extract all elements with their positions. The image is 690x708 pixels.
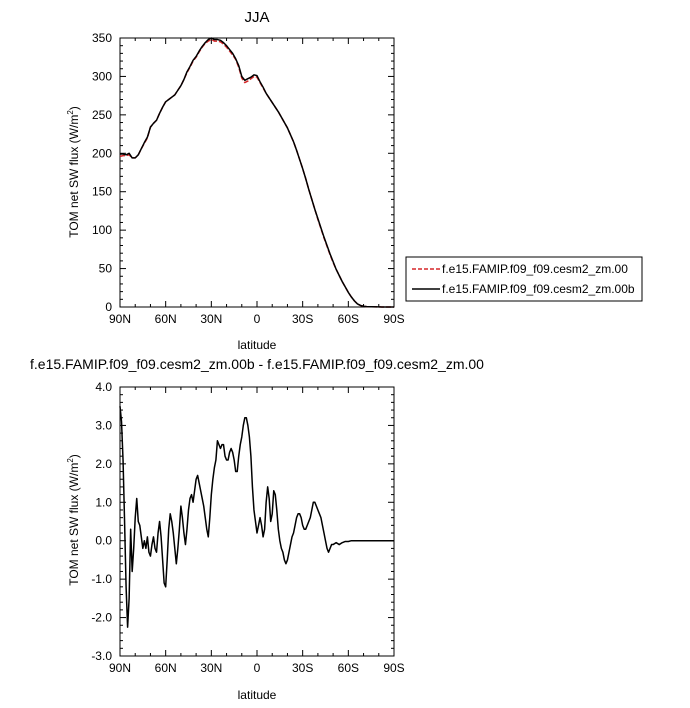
top-x-tick-label: 60S	[338, 312, 359, 326]
bottom-series-line-0	[119, 406, 394, 628]
bottom-y-axis-label-sup: 2	[66, 458, 75, 463]
top-y-tick-label: 150	[92, 185, 112, 199]
bottom-y-tick-label: 0.0	[95, 534, 112, 548]
bottom-chart-title: f.e15.FAMIP.f09_f09.cesm2_zm.00b - f.e15…	[30, 356, 484, 372]
top-x-tick-label: 30N	[200, 312, 222, 326]
bottom-frame	[119, 386, 395, 657]
top-panel: JJA 90N 60N 30N 0 30S 60S 90S 0 50 100 150 200 250 30…	[66, 9, 643, 352]
bottom-x-tick-label: 60N	[155, 661, 177, 675]
top-y-tick-label: 0	[105, 300, 112, 314]
bottom-y-tick-label: 1.0	[95, 495, 112, 509]
top-x-tick-label: 0	[254, 312, 261, 326]
top-x-tick-label: 30S	[292, 312, 313, 326]
top-y-tick-label: 250	[92, 108, 112, 122]
top-series-line-0	[119, 38, 394, 308]
top-x-tick-label: 90S	[383, 312, 404, 326]
legend-box	[405, 256, 643, 302]
bottom-y-tick-label: -3.0	[91, 649, 112, 663]
top-x-tick-label: 60N	[155, 312, 177, 326]
legend-label-0: f.e15.FAMIP.f09_f09.cesm2_zm.00	[442, 262, 628, 276]
bottom-panel: f.e15.FAMIP.f09_f09.cesm2_zm.00b - f.e15…	[30, 356, 484, 702]
bottom-x-tick-label: 90N	[109, 661, 131, 675]
top-y-tick-label: 100	[92, 223, 112, 237]
bottom-y-tick-label: 4.0	[95, 380, 112, 394]
top-series-line-1	[120, 37, 394, 308]
bottom-y-tick-label: 2.0	[95, 457, 112, 471]
bottom-x-tick-label: 30S	[292, 661, 313, 675]
legend-label-1: f.e15.FAMIP.f09_f09.cesm2_zm.00b	[442, 282, 635, 296]
top-y-axis-label: TOM net SW flux (W/m2)	[66, 106, 81, 238]
bottom-y-axis-label-main: TOM net SW flux (W/m	[67, 463, 81, 586]
top-y-tick-label: 200	[92, 146, 112, 160]
bottom-x-axis-label: latitude	[238, 688, 277, 702]
bottom-y-tick-label: -1.0	[91, 572, 112, 586]
top-x-tick-label: 90N	[109, 312, 131, 326]
top-x-axis-label: latitude	[238, 338, 277, 352]
top-y-tick-label: 350	[92, 31, 112, 45]
bottom-y-tick-label: 3.0	[95, 418, 112, 432]
top-y-axis-label-main: TOM net SW flux (W/m	[67, 115, 81, 238]
bottom-y-axis-label-tail: )	[67, 454, 81, 458]
bottom-y-axis-label: TOM net SW flux (W/m2)	[66, 454, 81, 586]
bottom-x-tick-label: 0	[254, 661, 261, 675]
bottom-x-tick-label: 60S	[338, 661, 359, 675]
bottom-y-tick-label: -2.0	[91, 611, 112, 625]
top-chart-title: JJA	[244, 9, 269, 26]
top-y-tick-label: 50	[99, 262, 113, 276]
legend: f.e15.FAMIP.f09_f09.cesm2_zm.00 f.e15.FA…	[405, 256, 643, 302]
top-y-tick-label: 300	[92, 69, 112, 83]
top-plot-area: 90N 60N 30N 0 30S 60S 90S 0 50 100 150 200 250 300 350	[92, 31, 405, 326]
bottom-plot-area: 90N 60N 30N 0 30S 60S 90S -3.0 -2.0 -1.0 0.0 1.0 2.0…	[91, 380, 404, 675]
top-y-axis-label-sup: 2	[66, 110, 75, 115]
bottom-x-tick-label: 30N	[200, 661, 222, 675]
top-y-axis-label-tail: )	[67, 106, 81, 110]
bottom-x-tick-label: 90S	[383, 661, 404, 675]
